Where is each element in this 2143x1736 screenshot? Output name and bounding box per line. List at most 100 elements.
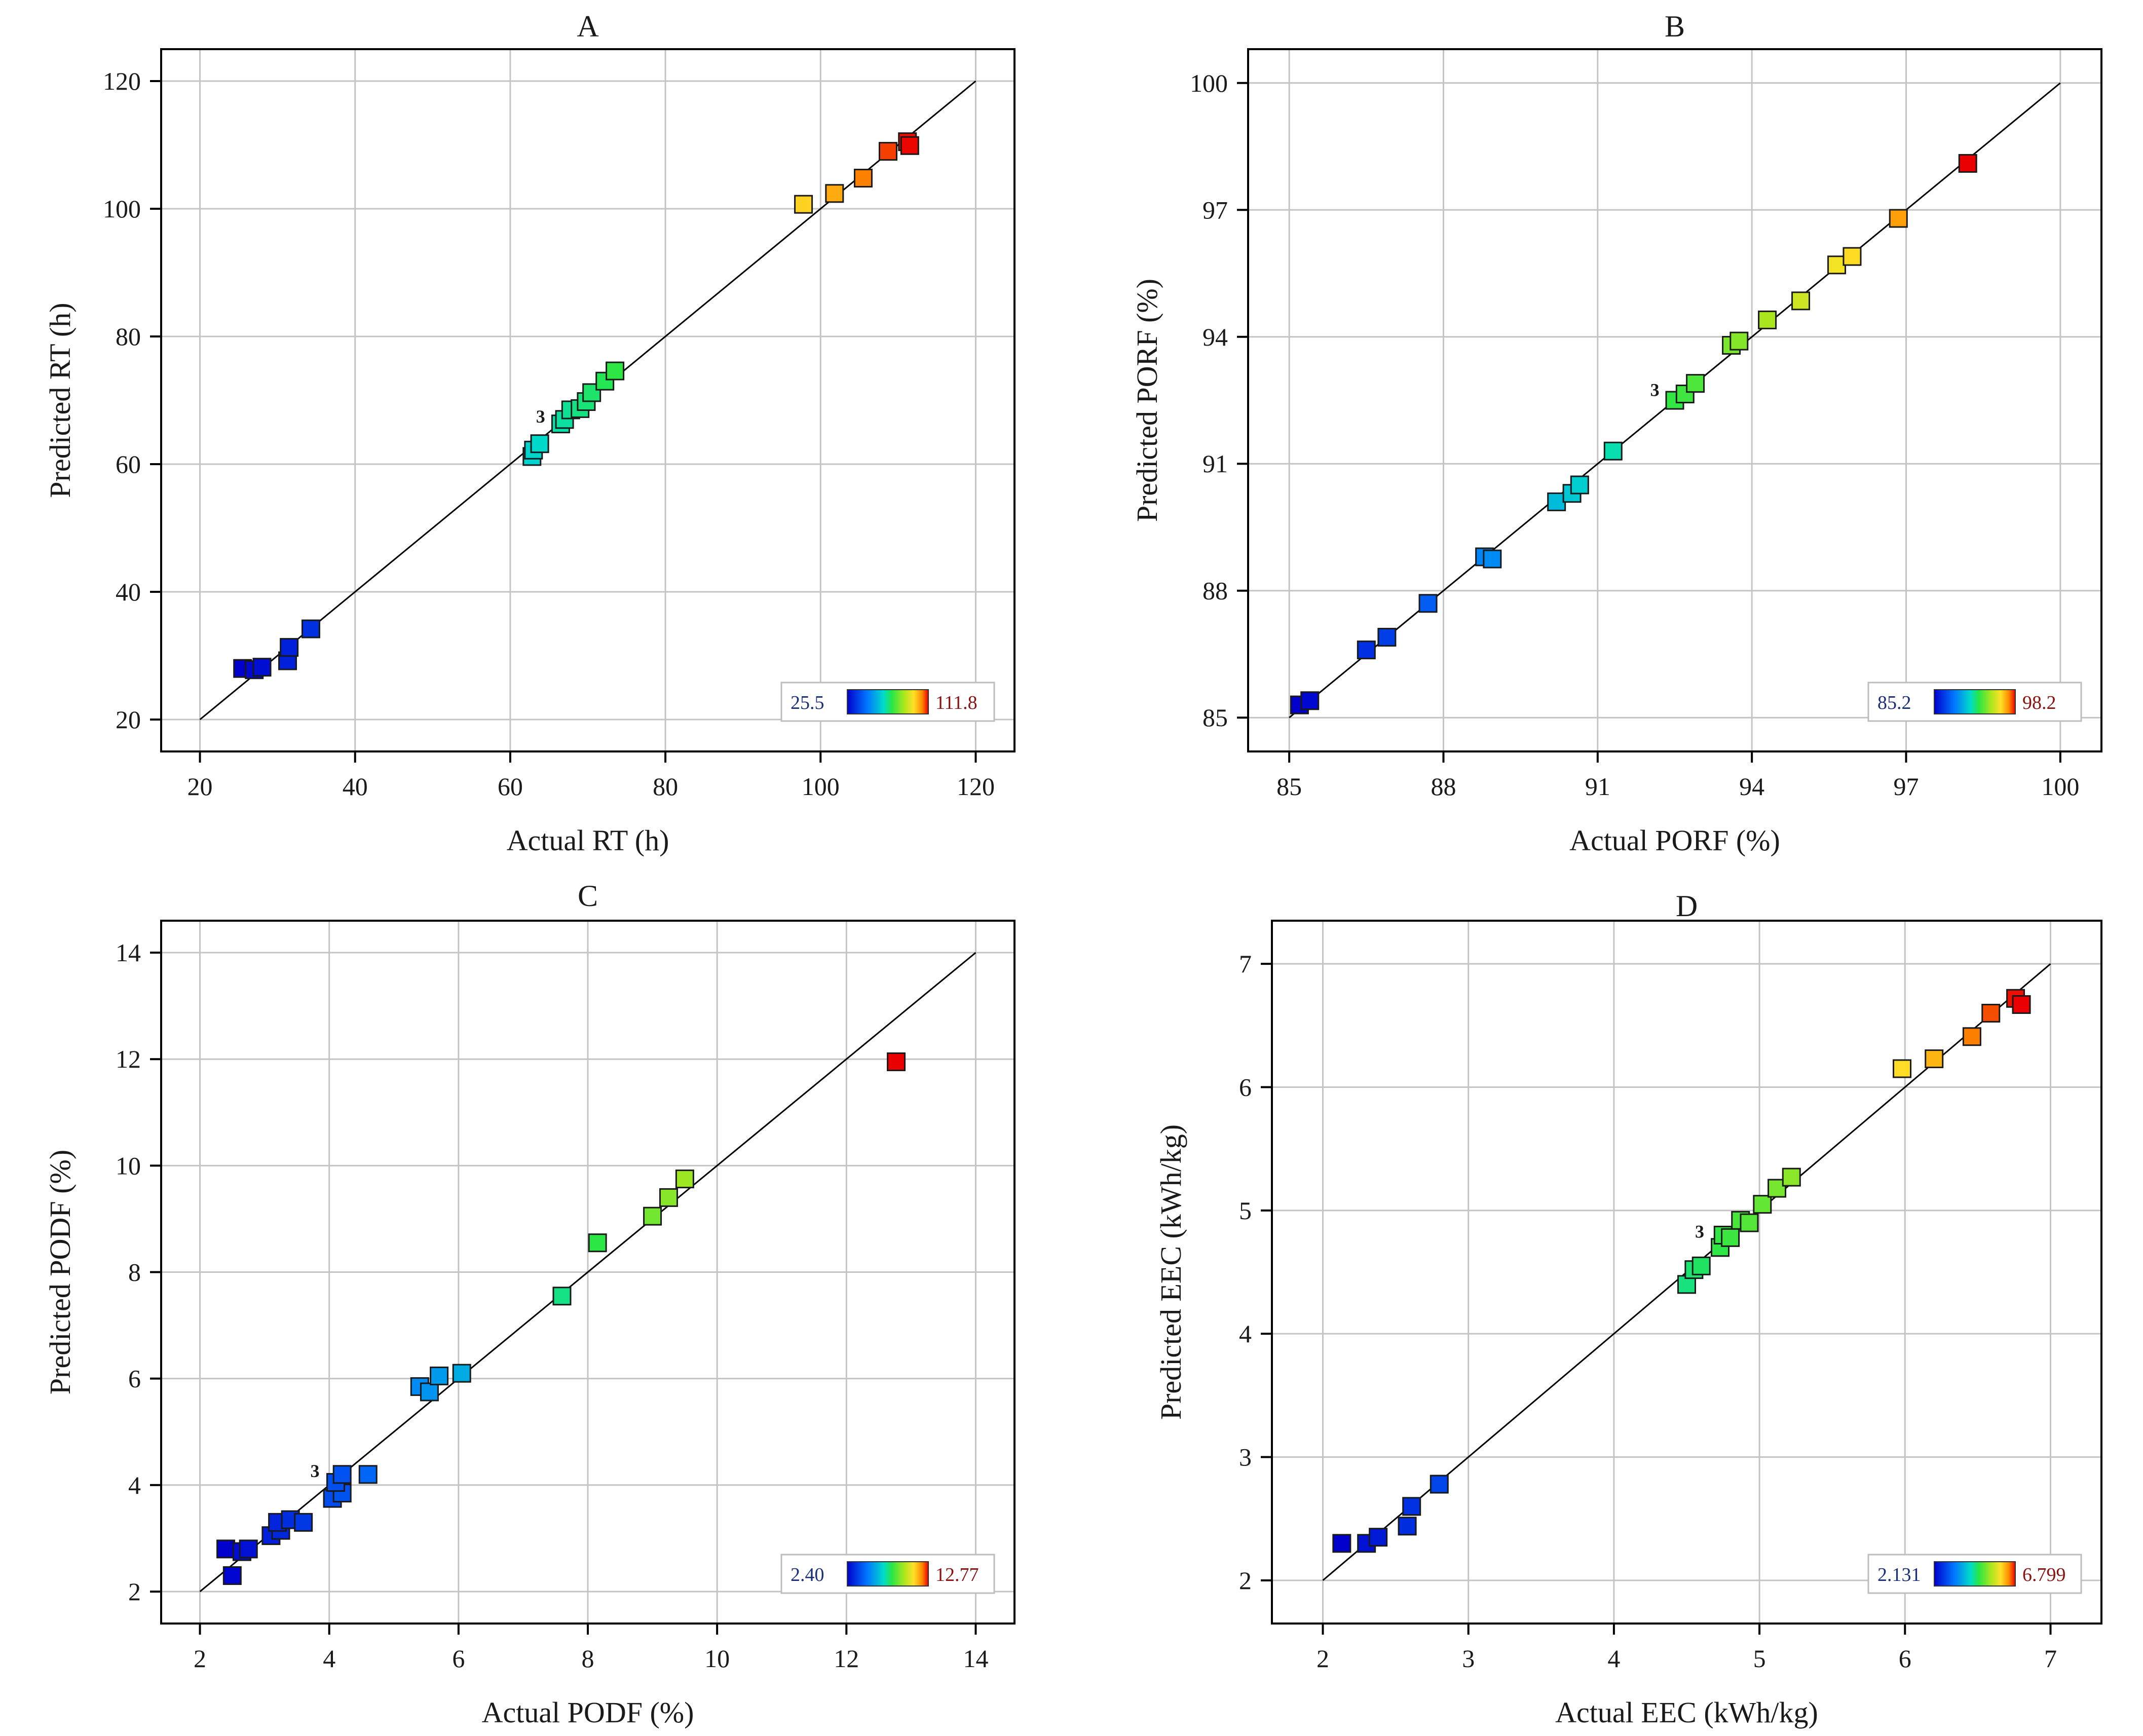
y-tick-label: 97 bbox=[1202, 196, 1228, 224]
y-tick-label: 8 bbox=[128, 1258, 141, 1287]
x-axis-label: Actual PODF (%) bbox=[482, 1696, 694, 1729]
y-tick-label: 120 bbox=[103, 67, 141, 95]
y-tick-label: 12 bbox=[116, 1045, 141, 1073]
y-tick-label: 100 bbox=[103, 195, 141, 223]
legend-min-label: 85.2 bbox=[1877, 692, 1911, 713]
data-point bbox=[1753, 1195, 1772, 1214]
x-tick-label: 14 bbox=[963, 1644, 988, 1673]
x-tick-label: 6 bbox=[1899, 1644, 1911, 1673]
data-point bbox=[239, 1539, 258, 1559]
legend-color-bar bbox=[1934, 1561, 2016, 1587]
data-point bbox=[1958, 154, 1977, 173]
x-tick-label: 20 bbox=[187, 772, 213, 801]
data-point bbox=[222, 1566, 242, 1585]
x-tick-label: 100 bbox=[2041, 772, 2079, 801]
legend-max-label: 111.8 bbox=[935, 692, 977, 713]
data-point bbox=[1369, 1528, 1388, 1547]
legend-max-label: 98.2 bbox=[2022, 692, 2056, 713]
y-tick-label: 94 bbox=[1202, 323, 1228, 351]
x-tick-label: 60 bbox=[498, 772, 523, 801]
data-point bbox=[216, 1539, 236, 1559]
x-tick-label: 97 bbox=[1894, 772, 1919, 801]
x-tick-label: 80 bbox=[653, 772, 678, 801]
data-point bbox=[794, 195, 813, 214]
x-tick-label: 91 bbox=[1585, 772, 1610, 801]
y-tick-label: 91 bbox=[1202, 449, 1228, 478]
legend-min-label: 25.5 bbox=[791, 692, 824, 713]
data-point bbox=[606, 361, 625, 381]
data-point bbox=[643, 1206, 662, 1226]
data-point bbox=[430, 1366, 449, 1385]
data-point bbox=[1791, 291, 1811, 311]
data-point bbox=[595, 371, 615, 391]
data-point bbox=[1962, 1027, 1981, 1046]
data-point bbox=[1691, 1256, 1711, 1275]
plot-frame bbox=[1247, 48, 2102, 752]
y-tick-label: 40 bbox=[116, 578, 141, 606]
plot-frame bbox=[160, 48, 1016, 752]
x-tick-label: 3 bbox=[1462, 1644, 1475, 1673]
y-tick-label: 2 bbox=[128, 1577, 141, 1606]
data-point bbox=[1332, 1534, 1351, 1553]
point-count-annotation: 3 bbox=[1650, 380, 1660, 400]
y-tick-label: 7 bbox=[1239, 950, 1252, 978]
x-tick-label: 85 bbox=[1276, 772, 1302, 801]
legend-color-bar bbox=[1934, 689, 2016, 714]
y-tick-label: 14 bbox=[116, 938, 141, 967]
x-tick-label: 6 bbox=[452, 1644, 465, 1673]
y-tick-label: 20 bbox=[116, 705, 141, 734]
legend-color-bar bbox=[847, 1561, 929, 1587]
legend-max-label: 12.77 bbox=[935, 1564, 979, 1586]
data-point bbox=[1925, 1049, 1944, 1069]
x-tick-label: 7 bbox=[2044, 1644, 2057, 1673]
data-point bbox=[1768, 1179, 1787, 1198]
data-point bbox=[1686, 374, 1705, 393]
y-axis-label: Predicted RT (h) bbox=[44, 303, 77, 498]
y-tick-label: 80 bbox=[116, 322, 141, 351]
data-point bbox=[294, 1513, 313, 1532]
data-point bbox=[1402, 1497, 1421, 1516]
data-point bbox=[332, 1465, 352, 1484]
data-point bbox=[1893, 1059, 1912, 1078]
x-tick-label: 12 bbox=[834, 1644, 859, 1673]
legend-min-label: 2.131 bbox=[1877, 1564, 1921, 1586]
data-point bbox=[1483, 549, 1502, 569]
y-tick-label: 60 bbox=[116, 450, 141, 478]
y-tick-label: 85 bbox=[1202, 703, 1228, 732]
data-point bbox=[825, 184, 844, 203]
data-point bbox=[252, 658, 272, 677]
data-point bbox=[1758, 310, 1777, 329]
x-axis-label: Actual EEC (kWh/kg) bbox=[1555, 1696, 1818, 1729]
y-tick-label: 88 bbox=[1202, 577, 1228, 605]
legend-color-bar bbox=[847, 689, 929, 714]
x-tick-label: 40 bbox=[343, 772, 368, 801]
y-axis-label: Predicted PORF (%) bbox=[1131, 279, 1163, 522]
chart-panel-B: 85 88 91 94 97 100 85 88 91 94 97 100 B Actual PORF (… bbox=[1131, 10, 2102, 857]
data-point bbox=[1889, 209, 1908, 228]
data-point bbox=[420, 1382, 439, 1402]
data-point bbox=[280, 638, 299, 657]
data-point bbox=[588, 1233, 607, 1253]
x-tick-label: 4 bbox=[323, 1644, 335, 1673]
data-point bbox=[1570, 475, 1589, 495]
x-axis-label: Actual RT (h) bbox=[507, 824, 669, 857]
data-point bbox=[1547, 492, 1566, 511]
x-tick-label: 5 bbox=[1753, 1644, 1766, 1673]
data-point bbox=[358, 1465, 378, 1484]
data-point bbox=[1740, 1213, 1759, 1232]
y-tick-label: 4 bbox=[1239, 1319, 1252, 1348]
y-tick-label: 2 bbox=[1239, 1566, 1252, 1595]
legend-min-label: 2.40 bbox=[791, 1564, 824, 1586]
data-point bbox=[1300, 691, 1320, 710]
data-point bbox=[1357, 640, 1376, 660]
data-point bbox=[1730, 331, 1749, 351]
data-point bbox=[1377, 628, 1397, 647]
point-count-annotation: 3 bbox=[1695, 1221, 1704, 1241]
x-tick-label: 2 bbox=[1317, 1644, 1329, 1673]
x-tick-label: 4 bbox=[1607, 1644, 1620, 1673]
data-point bbox=[1843, 247, 1862, 266]
x-axis-label: Actual PORF (%) bbox=[1569, 824, 1780, 857]
y-tick-label: 100 bbox=[1190, 69, 1228, 97]
x-tick-label: 8 bbox=[582, 1644, 594, 1673]
